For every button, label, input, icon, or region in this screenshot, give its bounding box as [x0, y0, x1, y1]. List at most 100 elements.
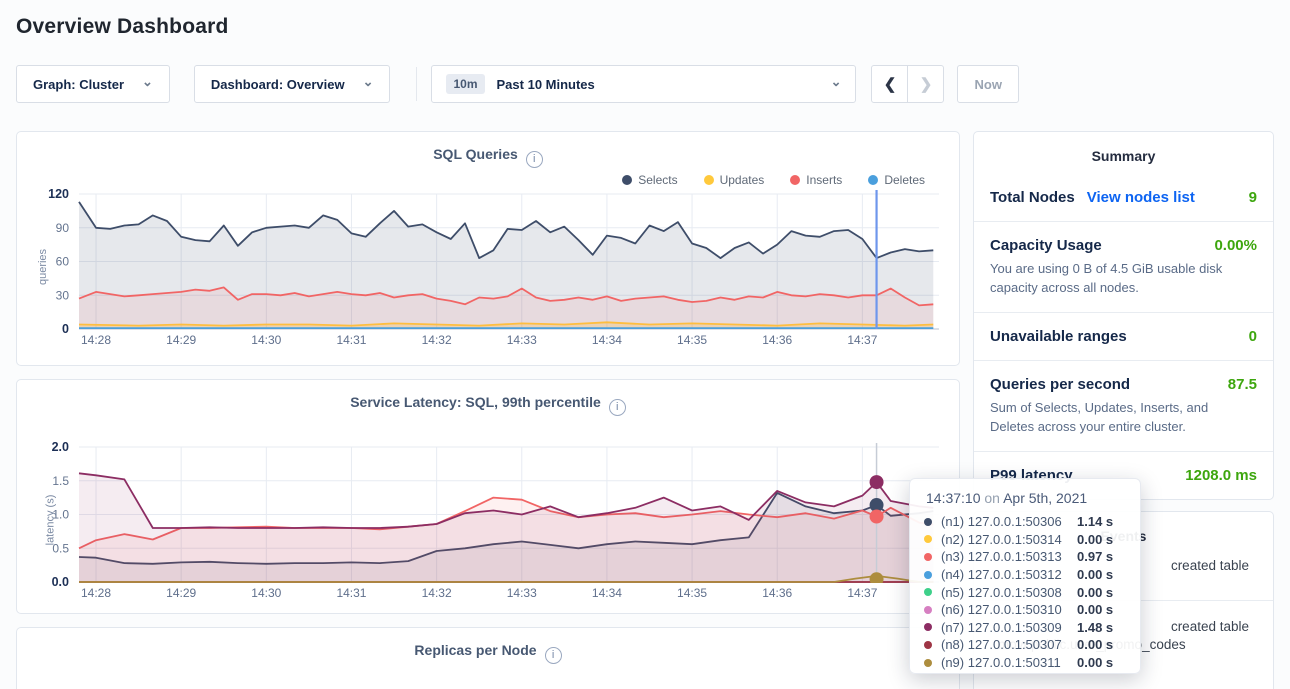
- capacity-usage-label: Capacity Usage: [990, 237, 1102, 254]
- svg-text:14:32: 14:32: [422, 586, 452, 600]
- time-next-button[interactable]: [907, 65, 945, 103]
- svg-text:14:37: 14:37: [847, 586, 877, 600]
- legend-dot-icon: [703, 175, 714, 185]
- tooltip-node-value: 1.48 s: [1077, 619, 1114, 635]
- time-step-buttons: [871, 65, 945, 103]
- tooltip-row: (n9) 127.0.0.1:50311 0.00 s: [924, 654, 1128, 672]
- svg-text:14:37: 14:37: [847, 333, 877, 347]
- legend-item[interactable]: Updates: [703, 172, 764, 188]
- chart-title: SQL Queries: [433, 146, 518, 162]
- p99-latency-value: 1208.0 ms: [1185, 467, 1257, 484]
- legend-item[interactable]: Selects: [622, 172, 678, 188]
- info-icon[interactable]: [608, 399, 626, 416]
- sql-queries-chart-card: SQL Queries Selects Updates Inserts Deletes…: [16, 131, 960, 366]
- svg-text:14:35: 14:35: [677, 586, 707, 600]
- info-icon[interactable]: [544, 647, 562, 664]
- tooltip-row: (n1) 127.0.0.1:50306 1.14 s: [924, 513, 1128, 531]
- svg-text:120: 120: [48, 189, 69, 201]
- chart-body: latency (s) 14:28 14:29 14:30 14:31 14:32 14:…: [17, 442, 959, 602]
- summary-title: Summary: [1091, 148, 1156, 164]
- tooltip-row: (n4) 127.0.0.1:50312 0.00 s: [924, 566, 1128, 584]
- unavailable-ranges-label: Unavailable ranges: [990, 328, 1127, 345]
- chart-hover-tooltip: 14:37:10 on Apr 5th, 2021 (n1) 127.0.0.1…: [909, 478, 1141, 674]
- service-latency-chart[interactable]: 14:28 14:29 14:30 14:31 14:32 14:33 14:34 14:35…: [17, 442, 961, 602]
- qps-label: Queries per second: [990, 376, 1131, 393]
- chevron-down-icon: [831, 77, 842, 87]
- svg-text:14:29: 14:29: [166, 586, 196, 600]
- tooltip-node-value: 0.00 s: [1077, 531, 1114, 547]
- legend-item[interactable]: Inserts: [790, 172, 842, 188]
- tooltip-timestamp: 14:37:10 on Apr 5th, 2021: [926, 490, 1088, 506]
- info-icon[interactable]: [525, 151, 543, 168]
- svg-text:14:34: 14:34: [592, 333, 622, 347]
- svg-text:14:32: 14:32: [422, 333, 452, 347]
- legend-item[interactable]: Deletes: [868, 172, 925, 188]
- svg-text:14:33: 14:33: [507, 586, 537, 600]
- qps-value: 87.5: [1227, 376, 1257, 393]
- legend-dot-icon: [868, 175, 879, 185]
- total-nodes-label: Total Nodes: [990, 189, 1075, 206]
- replicas-per-node-chart-card: Replicas per Node: [16, 627, 960, 689]
- legend-label: Selects: [638, 173, 678, 187]
- tooltip-row: (n6) 127.0.0.1:50310 0.00 s: [924, 601, 1128, 619]
- summary-row-unavailable-ranges: Unavailable ranges 0: [974, 312, 1273, 360]
- unavailable-ranges-value: 0: [1248, 328, 1257, 345]
- legend-label: Deletes: [884, 173, 925, 187]
- svg-text:14:34: 14:34: [592, 586, 622, 600]
- series-dot-icon: [924, 535, 932, 544]
- svg-text:14:31: 14:31: [336, 586, 366, 600]
- chart-legend: Selects Updates Inserts Deletes: [17, 172, 925, 188]
- divider: [416, 67, 418, 101]
- svg-text:14:30: 14:30: [251, 333, 281, 347]
- tooltip-node-label: (n7) 127.0.0.1:50309: [941, 619, 1062, 635]
- time-range-label: Past 10 Minutes: [496, 76, 595, 92]
- view-nodes-list-link[interactable]: View nodes list: [1086, 189, 1195, 206]
- series-dot-icon: [924, 623, 932, 632]
- chart-title: Service Latency: SQL, 99th percentile: [350, 394, 601, 410]
- controls-bar: Graph: Cluster Dashboard: Overview 10m P…: [16, 65, 1274, 103]
- svg-text:14:36: 14:36: [762, 333, 792, 347]
- svg-text:1.5: 1.5: [52, 474, 69, 488]
- tooltip-node-label: (n5) 127.0.0.1:50308: [941, 584, 1062, 600]
- tooltip-node-label: (n2) 127.0.0.1:50314: [941, 531, 1062, 547]
- svg-text:14:29: 14:29: [166, 333, 196, 347]
- svg-text:0.0: 0.0: [52, 575, 69, 589]
- tooltip-node-value: 0.97 s: [1077, 549, 1114, 565]
- event-message: created table: [1170, 619, 1249, 634]
- main-content: SQL Queries Selects Updates Inserts Deletes…: [16, 131, 1274, 689]
- svg-text:14:35: 14:35: [677, 333, 707, 347]
- charts-column: SQL Queries Selects Updates Inserts Deletes…: [16, 131, 960, 689]
- time-range-badge: 10m: [446, 74, 485, 94]
- graph-dropdown[interactable]: Graph: Cluster: [16, 65, 170, 103]
- series-dot-icon: [924, 658, 932, 667]
- legend-dot-icon: [790, 175, 801, 185]
- tooltip-node-label: (n4) 127.0.0.1:50312: [941, 567, 1062, 583]
- event-message: created table: [1170, 558, 1249, 573]
- svg-text:90: 90: [56, 221, 70, 235]
- svg-text:0: 0: [62, 322, 69, 336]
- tooltip-node-value: 0.00 s: [1077, 584, 1114, 600]
- y-axis-label: latency (s): [44, 494, 57, 546]
- total-nodes-value: 9: [1248, 189, 1257, 206]
- svg-text:14:28: 14:28: [81, 586, 111, 600]
- dashboard-dropdown-label: Dashboard: Overview: [210, 76, 345, 92]
- now-button[interactable]: Now: [957, 65, 1019, 103]
- sql-queries-chart[interactable]: 14:28 14:29 14:30 14:31 14:32 14:33 14:34 14:35…: [17, 189, 961, 349]
- series-dot-icon: [924, 570, 932, 579]
- time-prev-button[interactable]: [871, 65, 909, 103]
- chart-body: queries 14:28 14:29 14:30 14:31 14:32 14:33 14…: [17, 189, 959, 349]
- legend-label: Inserts: [806, 173, 843, 187]
- tooltip-node-value: 0.00 s: [1077, 602, 1114, 618]
- summary-panel: Summary Total Nodes View nodes list 9 Ca…: [973, 131, 1274, 500]
- tooltip-row: (n2) 127.0.0.1:50314 0.00 s: [924, 531, 1128, 549]
- tooltip-row: (n7) 127.0.0.1:50309 1.48 s: [924, 619, 1128, 637]
- y-axis-label: queries: [37, 248, 50, 286]
- svg-text:60: 60: [56, 255, 70, 269]
- time-range-dropdown[interactable]: 10m Past 10 Minutes: [431, 65, 857, 103]
- svg-text:2.0: 2.0: [52, 442, 69, 454]
- chart-title-row: Service Latency: SQL, 99th percentile: [17, 394, 959, 416]
- chevron-down-icon: [142, 77, 153, 87]
- dashboard-dropdown[interactable]: Dashboard: Overview: [193, 65, 391, 103]
- series-dot-icon: [924, 588, 932, 597]
